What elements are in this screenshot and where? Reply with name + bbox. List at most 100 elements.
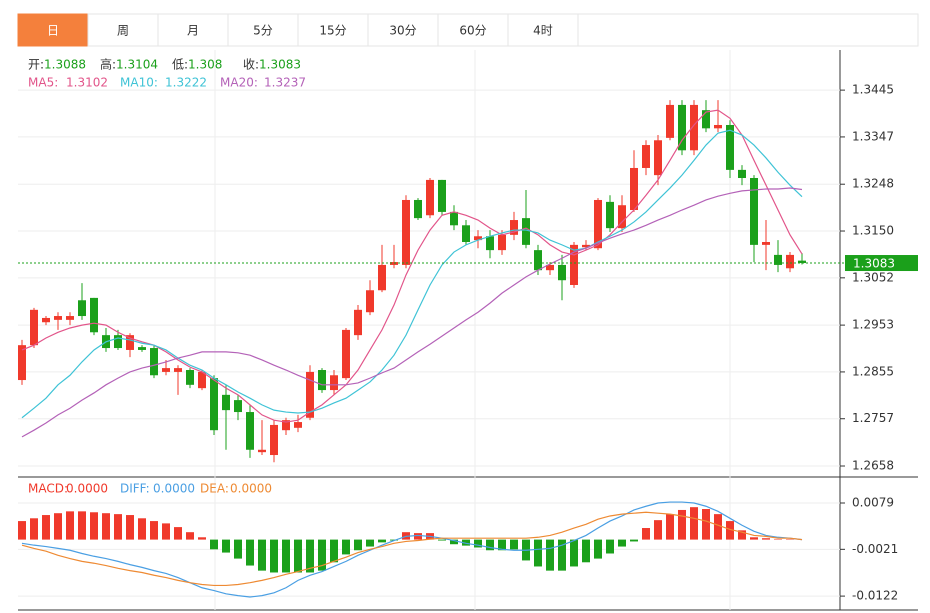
y-tick-label: 1.2757 [852,411,894,425]
macd-bar [558,539,566,571]
macd-bar [78,511,86,540]
info-value: 1.3088 [44,58,86,72]
macd-bar [306,539,314,573]
candle-body [294,422,302,428]
macd-bar [714,514,722,540]
candle-body [582,244,590,248]
candle-body [282,420,290,431]
tab[interactable] [297,13,369,47]
macd-bar [234,539,242,559]
candle-body [546,264,554,271]
candle-body [318,370,326,391]
macd-legend-label: DEA: [200,482,229,496]
candle-body [354,309,362,336]
candle-body [210,378,218,431]
macd-bar [342,539,350,555]
candle-body [198,371,206,389]
candle-body [54,316,62,320]
macd-legend-value: 0.0000 [230,482,272,496]
candle-body [606,201,614,229]
candle-body [630,167,638,211]
candle-body [702,110,710,129]
candle-body [498,234,506,251]
candle-body [726,124,734,170]
macd-bar [210,539,218,550]
ma-line [21,187,803,438]
macd-bar [366,539,374,547]
candle-body [138,347,146,350]
tab-label[interactable]: 月 [187,24,199,38]
macd-bar [114,514,122,540]
macd-bar [378,539,386,543]
ma-legend-label: MA20: [220,76,258,90]
last-price-box [845,255,918,272]
macd-line [21,501,803,598]
macd-bar [606,539,614,554]
macd-bar [282,539,290,573]
tab[interactable] [507,13,579,47]
macd-bar [174,527,182,540]
y-tick-label: 1.2855 [852,364,894,378]
macd-bar [294,539,302,573]
macd-line [21,511,803,587]
y-tick-label: 1.3052 [852,270,894,284]
tab[interactable] [437,13,509,47]
tab-label[interactable]: 5分 [253,24,273,38]
tab-label[interactable]: 30分 [389,24,416,38]
tab[interactable] [157,13,229,47]
macd-bar [630,539,638,542]
info-label: 收: [243,58,259,72]
candle-body [234,400,242,413]
macd-bar [258,539,266,571]
macd-bar [102,513,110,540]
candle-body [786,254,794,269]
candle-body [474,236,482,241]
macd-bar [414,533,422,540]
macd-bar [702,509,710,540]
macd-bar [150,521,158,540]
candle-body [618,205,626,229]
candle-body [570,244,578,285]
candle-body [534,250,542,271]
candle-body [750,178,758,245]
candle-body [762,242,770,245]
macd-bar [726,521,734,540]
tab-label[interactable]: 15分 [319,24,346,38]
macd-legend-value: 0.0000 [153,482,195,496]
candle-body [42,317,50,323]
macd-bar [270,539,278,573]
candle-body [174,368,182,372]
candle-body [66,316,74,320]
y-tick-label: 1.2658 [852,459,894,473]
last-price-label: 1.3083 [853,257,895,271]
tab-label[interactable]: 4时 [533,24,553,38]
candle-body [30,309,38,346]
candle-body [642,145,650,168]
y-tick-label: 1.3248 [852,177,894,191]
y-tick-label: -0.0122 [852,589,898,603]
candle-body [486,236,494,251]
macd-legend-label: MACD: [28,482,68,496]
macd-bar [678,509,686,540]
tab-label[interactable]: 周 [117,24,129,38]
candle-body [738,169,746,179]
tab-label[interactable]: 日 [47,24,59,38]
macd-legend-label: DIFF: [120,482,150,496]
macd-bar [762,538,770,540]
macd-bar [618,539,626,547]
ma-line [21,109,803,423]
macd-bar [126,515,134,540]
macd-bar [738,530,746,540]
tab[interactable] [367,13,439,47]
candle-body [78,300,86,317]
tab[interactable] [227,13,299,47]
candle-body [798,260,806,264]
macd-bar [438,539,446,541]
macd-bar [510,539,518,550]
y-tick-label: -0.0021 [852,542,898,556]
tab-label[interactable]: 60分 [459,24,486,38]
ma-line [21,129,803,419]
candle-body [666,104,674,138]
